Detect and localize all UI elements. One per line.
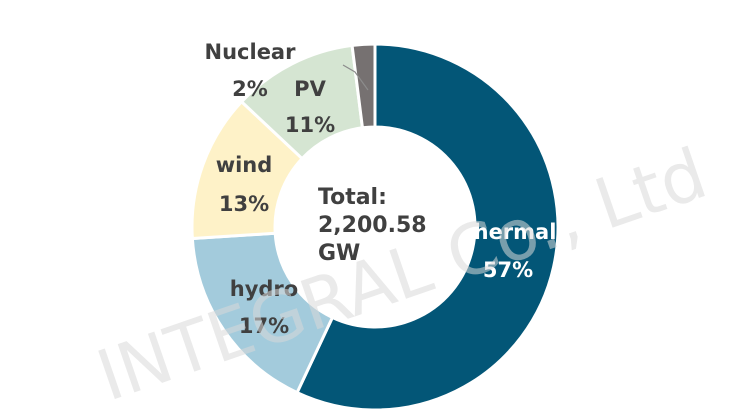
center-total: Total: 2,200.58 GW	[318, 185, 427, 266]
center-line-3: GW	[318, 241, 360, 266]
label-wind-value: 13%	[219, 192, 269, 216]
label-pv-name: PV	[294, 77, 326, 101]
label-hydro-name: hydro	[230, 277, 298, 301]
slice-labels: thermal 57% hydro 17% wind 13% PV 11% Nu…	[205, 40, 557, 338]
label-wind-name: wind	[216, 153, 273, 177]
label-thermal-name: thermal	[464, 220, 557, 244]
slice-hydro	[190, 231, 335, 395]
slices	[190, 42, 560, 412]
label-hydro-value: 17%	[239, 314, 289, 338]
label-pv-value: 11%	[285, 113, 335, 137]
leader-lines	[342, 64, 369, 91]
slice-thermal	[295, 42, 560, 412]
center-line-2: 2,200.58	[318, 213, 427, 238]
center-line-1: Total:	[318, 185, 387, 210]
leader-line-nuclear	[342, 64, 369, 91]
label-nuclear-name: Nuclear	[205, 40, 297, 64]
slice-nuclear	[350, 42, 377, 130]
label-thermal-value: 57%	[483, 258, 533, 282]
label-nuclear-value: 2%	[232, 77, 268, 101]
